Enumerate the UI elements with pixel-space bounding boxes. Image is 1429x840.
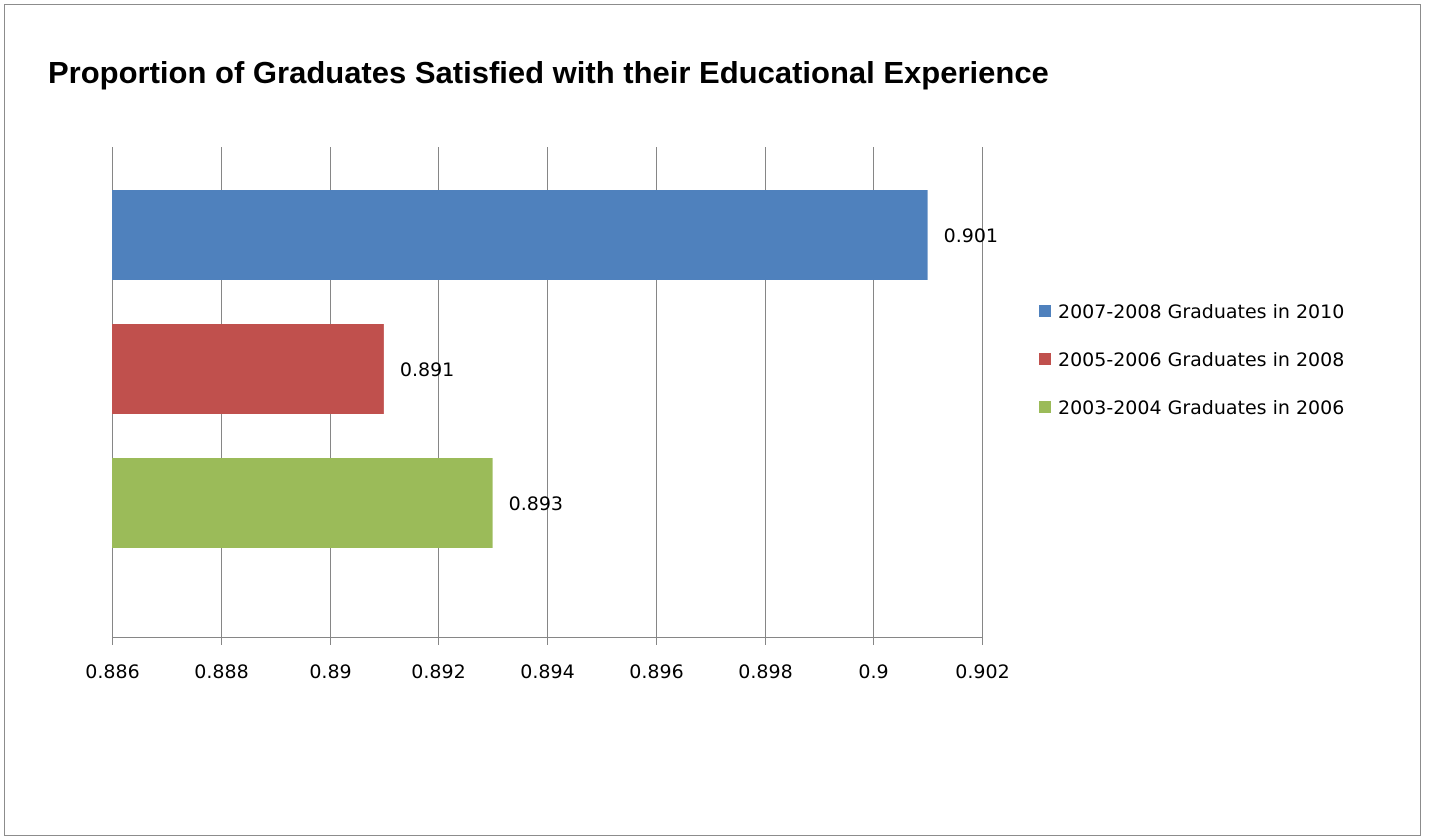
chart-title: Proportion of Graduates Satisfied with t… — [48, 55, 1049, 90]
x-tick-label: 0.892 — [411, 661, 465, 683]
x-tick-label: 0.89 — [309, 661, 351, 683]
legend-swatch — [1039, 401, 1051, 413]
data-labels: 0.901 0.891 0.893 — [400, 225, 998, 515]
bar — [112, 458, 493, 548]
bar — [112, 324, 384, 414]
x-tick-label: 0.886 — [85, 661, 139, 683]
x-tick-label: 0.898 — [738, 661, 792, 683]
data-label: 0.901 — [944, 225, 998, 247]
bar — [112, 190, 928, 280]
legend-label: 2005-2006 Graduates in 2008 — [1058, 349, 1344, 371]
legend: 2007-2008 Graduates in 2010 2005-2006 Gra… — [1039, 301, 1344, 419]
x-tick-label: 0.894 — [520, 661, 574, 683]
x-tick-label: 0.902 — [955, 661, 1009, 683]
chart-frame — [4, 4, 1421, 836]
data-label: 0.891 — [400, 359, 454, 381]
x-tick-label: 0.888 — [194, 661, 248, 683]
legend-label: 2003-2004 Graduates in 2006 — [1058, 397, 1344, 419]
legend-swatch — [1039, 305, 1051, 317]
x-tick-label: 0.896 — [629, 661, 683, 683]
x-tick-label: 0.9 — [858, 661, 888, 683]
legend-label: 2007-2008 Graduates in 2010 — [1058, 301, 1344, 323]
x-axis-ticks: 0.886 0.888 0.89 0.892 0.894 0.896 0.898 0.9 0.9… — [85, 637, 1010, 683]
legend-swatch — [1039, 353, 1051, 365]
data-label: 0.893 — [509, 493, 563, 515]
bars — [112, 190, 928, 548]
